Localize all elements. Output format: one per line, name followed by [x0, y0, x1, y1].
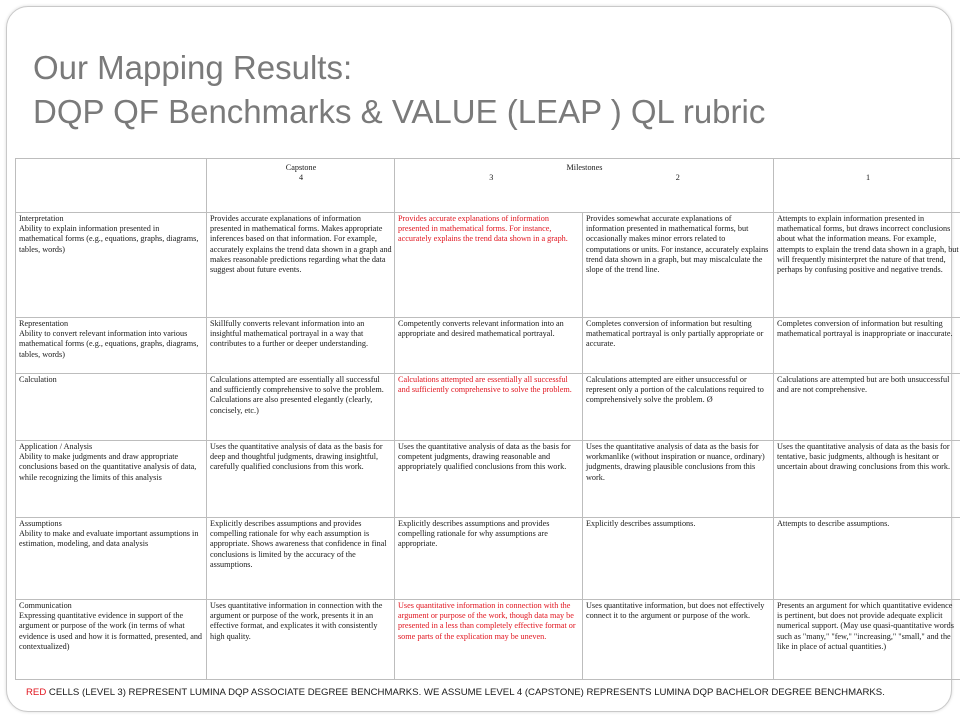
title-line-1: Our Mapping Results:: [33, 49, 353, 86]
criterion-cell: Communication Expressing quantitative ev…: [15, 599, 207, 680]
rubric-table: Capstone 4 Milestones 3 2 1 Interpretati…: [15, 158, 960, 680]
slide-title: Our Mapping Results: DQP QF Benchmarks &…: [33, 46, 933, 134]
level-2-cell: Uses quantitative information, but does …: [582, 599, 774, 680]
criterion-cell: Application / Analysis Ability to make j…: [15, 440, 207, 518]
level-2-cell: Calculations attempted are either unsucc…: [582, 373, 774, 441]
level-3-cell-red: Calculations attempted are essentially a…: [394, 373, 583, 441]
level-1-cell: Attempts to explain information presente…: [773, 212, 960, 318]
criterion-cell: Assumptions Ability to make and evaluate…: [15, 517, 207, 600]
footer-note: RED CELLS (LEVEL 3) REPRESENT LUMINA DQP…: [26, 687, 936, 698]
level-4-cell: Provides accurate explanations of inform…: [206, 212, 395, 318]
level-1-label: 1: [865, 173, 871, 183]
header-level-1-cell: 1: [773, 158, 960, 213]
level-3-cell-red: Uses quantitative information in connect…: [394, 599, 583, 680]
capstone-level: 4: [298, 173, 304, 183]
table-row: Communication Expressing quantitative ev…: [15, 599, 960, 680]
level-3-cell: Competently converts relevant informatio…: [394, 317, 583, 374]
header-empty-cell: [15, 158, 207, 213]
level-3-cell-red: Provides accurate explanations of inform…: [394, 212, 583, 318]
milestone-level-2: 2: [675, 173, 680, 183]
criterion-cell: Interpretation Ability to explain inform…: [15, 212, 207, 318]
table-header-row: Capstone 4 Milestones 3 2 1: [15, 158, 960, 213]
level-1-cell: Uses the quantitative analysis of data a…: [773, 440, 960, 518]
level-2-cell: Provides somewhat accurate explanations …: [582, 212, 774, 318]
level-1-cell: Calculations are attempted but are both …: [773, 373, 960, 441]
level-3-cell: Uses the quantitative analysis of data a…: [394, 440, 583, 518]
criterion-cell: Representation Ability to convert releva…: [15, 317, 207, 374]
level-1-cell: Completes conversion of information but …: [773, 317, 960, 374]
table-row: Assumptions Ability to make and evaluate…: [15, 517, 960, 600]
table-row: Application / Analysis Ability to make j…: [15, 440, 960, 518]
level-1-cell: Presents an argument for which quantitat…: [773, 599, 960, 680]
level-2-cell: Completes conversion of information but …: [582, 317, 774, 374]
header-capstone-cell: Capstone 4: [206, 158, 395, 213]
level-4-cell: Calculations attempted are essentially a…: [206, 373, 395, 441]
footer-red-word: RED: [26, 687, 47, 698]
level-4-cell: Explicitly describes assumptions and pro…: [206, 517, 395, 600]
milestone-level-3: 3: [489, 173, 494, 183]
level-2-cell: Uses the quantitative analysis of data a…: [582, 440, 774, 518]
level-4-cell: Skillfully converts relevant information…: [206, 317, 395, 374]
level-4-cell: Uses the quantitative analysis of data a…: [206, 440, 395, 518]
table-row: Representation Ability to convert releva…: [15, 317, 960, 374]
criterion-cell: Calculation: [15, 373, 207, 441]
table-row: Calculation Calculations attempted are e…: [15, 373, 960, 441]
capstone-label: Capstone: [285, 163, 317, 172]
header-milestones-cell: Milestones 3 2: [394, 158, 774, 213]
table-row: Interpretation Ability to explain inform…: [15, 212, 960, 318]
footer-text: CELLS (LEVEL 3) REPRESENT LUMINA DQP ASS…: [46, 687, 885, 698]
title-line-2: DQP QF Benchmarks & VALUE (LEAP ) QL rub…: [33, 93, 766, 130]
level-2-cell: Explicitly describes assumptions.: [582, 517, 774, 600]
milestones-label: Milestones: [566, 163, 603, 172]
level-4-cell: Uses quantitative information in connect…: [206, 599, 395, 680]
level-3-cell: Explicitly describes assumptions and pro…: [394, 517, 583, 600]
level-1-cell: Attempts to describe assumptions.: [773, 517, 960, 600]
